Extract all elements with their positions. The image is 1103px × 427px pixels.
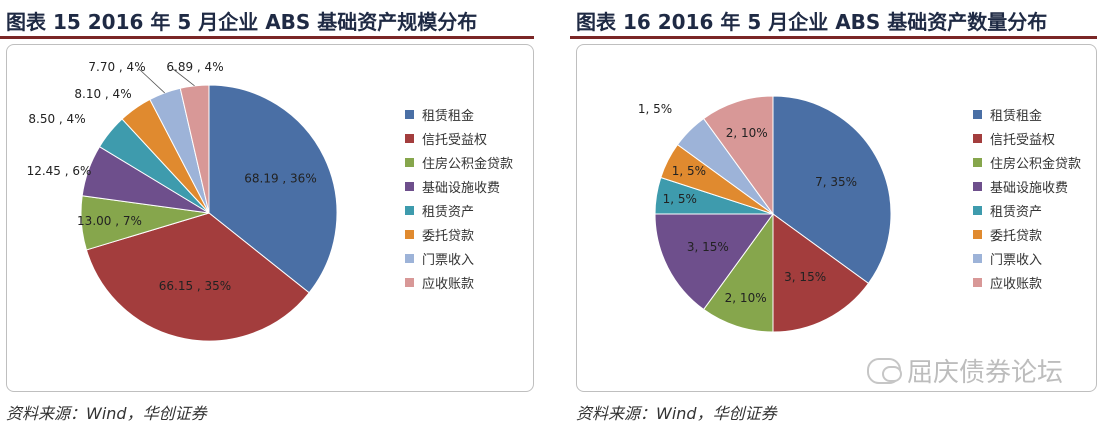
- data-label-5: 1, 5%: [663, 192, 697, 206]
- legend-swatch: [405, 133, 414, 143]
- watermark-text: 屈庆债券论坛: [906, 358, 1063, 388]
- figure-15-title: 图表 15 2016 年 5 月企业 ABS 基础资产规模分布: [6, 10, 478, 34]
- legend-label: 门票收入: [990, 252, 1043, 268]
- legend-label: 住房公积金贷款: [990, 156, 1082, 172]
- legend-label: 租赁租金: [990, 108, 1043, 124]
- legend-label: 门票收入: [422, 252, 475, 268]
- pie-slice-1: [208, 84, 338, 294]
- legend-label: 租赁租金: [422, 108, 475, 124]
- pie-chart-count: 7, 35% 3, 15% 2, 10% 3, 15% 1, 5% 1, 5% 1, 5% 2…: [576, 44, 1097, 392]
- legend-swatch: [405, 277, 414, 287]
- data-label-4: 12.45 , 6%: [27, 164, 92, 178]
- data-label-8: 2, 10%: [726, 126, 768, 140]
- legend-item: 租赁租金: [405, 102, 513, 126]
- title-divider: [0, 36, 534, 39]
- figure-15-panel: 图表 15 2016 年 5 月企业 ABS 基础资产规模分布 68.19 , …: [0, 0, 540, 427]
- legend-swatch: [973, 229, 982, 239]
- legend-item: 基础设施收费: [973, 174, 1081, 198]
- leader-line-7: [138, 68, 165, 94]
- legend-label: 委托贷款: [422, 228, 475, 244]
- legend-swatch: [405, 253, 414, 263]
- legend-swatch: [973, 253, 982, 263]
- legend-label: 基础设施收费: [990, 180, 1069, 196]
- legend-item: 委托贷款: [405, 222, 513, 246]
- legend-swatch: [405, 181, 414, 191]
- pie-chart-scale-svg: 68.19 , 36% 66.15 , 35% 13.00 , 7% 12.45 , …: [27, 60, 338, 342]
- legend-count: 租赁租金信托受益权住房公积金贷款 基础设施收费 租赁资产委托贷款门票收入应收账款: [973, 102, 1081, 294]
- watermark: 屈庆债券论坛: [866, 352, 1063, 389]
- leader-line-8: [172, 68, 195, 87]
- data-label-3: 2, 10%: [725, 291, 767, 305]
- pie-slice-4: [654, 213, 774, 311]
- legend-label: 信托受益权: [422, 132, 488, 148]
- pie-slice-2: [772, 213, 870, 333]
- legend-swatch: [973, 205, 982, 215]
- data-label-5: 8.50 , 4%: [28, 112, 85, 126]
- pie-chart-count-svg: 7, 35% 3, 15% 2, 10% 3, 15% 1, 5% 1, 5% 1, 5% 2…: [638, 95, 892, 333]
- legend-label: 应收账款: [422, 276, 475, 292]
- data-label-2: 3, 15%: [784, 270, 826, 284]
- legend-item: 门票收入: [973, 246, 1081, 270]
- data-label-6: 8.10 , 4%: [74, 87, 131, 101]
- data-label-7: 7.70 , 4%: [88, 60, 145, 74]
- pie-slice-1: [772, 95, 892, 285]
- wechat-icon: [866, 357, 902, 384]
- legend-item: 租赁资产: [973, 198, 1081, 222]
- legend-item: 住房公积金贷款: [973, 150, 1081, 174]
- data-label-3: 13.00 , 7%: [77, 214, 142, 228]
- legend-label: 基础设施收费: [422, 180, 501, 196]
- legend-label: 租赁资产: [990, 204, 1043, 220]
- legend-swatch: [405, 205, 414, 215]
- title-divider: [570, 36, 1097, 39]
- legend-scale: 租赁租金信托受益权住房公积金贷款 基础设施收费 租赁资产委托贷款门票收入应收账款: [405, 102, 513, 294]
- data-label-7: 1, 5%: [638, 102, 672, 116]
- legend-item: 委托贷款: [973, 222, 1081, 246]
- pie-chart-scale: 68.19 , 36% 66.15 , 35% 13.00 , 7% 12.45 , …: [6, 44, 534, 392]
- legend-item: 应收账款: [973, 270, 1081, 294]
- legend-label: 租赁资产: [422, 204, 475, 220]
- data-label-2: 66.15 , 35%: [159, 279, 231, 293]
- data-label-8: 6.89 , 4%: [166, 60, 223, 74]
- legend-swatch: [973, 277, 982, 287]
- legend-swatch: [973, 157, 982, 167]
- legend-swatch: [973, 181, 982, 191]
- figure-16-source: 资料来源：Wind，华创证券: [576, 404, 777, 423]
- data-label-1: 68.19 , 36%: [244, 172, 316, 186]
- legend-swatch: [405, 109, 414, 119]
- legend-item: 基础设施收费: [405, 174, 513, 198]
- legend-label: 住房公积金贷款: [422, 156, 514, 172]
- legend-label: 信托受益权: [990, 132, 1056, 148]
- legend-item: 信托受益权: [973, 126, 1081, 150]
- pie-slice-8: [179, 84, 210, 214]
- legend-swatch: [973, 133, 982, 143]
- legend-swatch: [405, 229, 414, 239]
- legend-item: 租赁资产: [405, 198, 513, 222]
- figure-16-title: 图表 16 2016 年 5 月企业 ABS 基础资产数量分布: [576, 10, 1048, 34]
- legend-item: 门票收入: [405, 246, 513, 270]
- figure-15-source: 资料来源：Wind，华创证券: [6, 404, 207, 423]
- legend-swatch: [973, 109, 982, 119]
- data-label-4: 3, 15%: [687, 240, 729, 254]
- legend-item: 应收账款: [405, 270, 513, 294]
- legend-item: 租赁租金: [973, 102, 1081, 126]
- pie-slice-8: [702, 95, 774, 216]
- legend-item: 信托受益权: [405, 126, 513, 150]
- legend-label: 委托贷款: [990, 228, 1043, 244]
- data-label-6: 1, 5%: [672, 164, 706, 178]
- legend-label: 应收账款: [990, 276, 1043, 292]
- figure-16-panel: 图表 16 2016 年 5 月企业 ABS 基础资产数量分布 7, 35% 3,…: [570, 0, 1103, 427]
- pie-slice-2: [85, 212, 310, 342]
- legend-swatch: [405, 157, 414, 167]
- data-label-1: 7, 35%: [815, 175, 857, 189]
- legend-item: 住房公积金贷款: [405, 150, 513, 174]
- pie-slice-3: [702, 212, 774, 333]
